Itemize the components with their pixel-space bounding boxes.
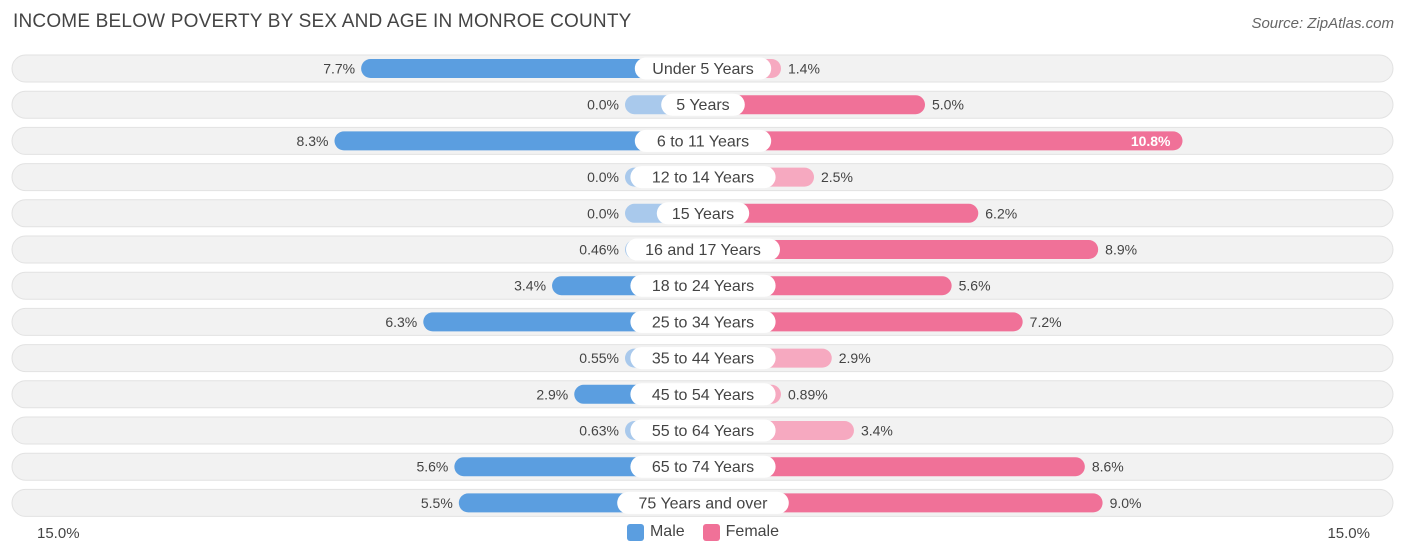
female-value-label: 9.0% [1110, 495, 1142, 511]
female-bar [703, 95, 925, 115]
category-label: 6 to 11 Years [657, 133, 749, 150]
category-pill [630, 383, 776, 406]
legend-item-male: Male [626, 523, 685, 541]
male-value-label: 5.6% [416, 459, 448, 475]
male-value-label: 3.4% [514, 278, 546, 294]
category-label: 45 to 54 Years [652, 387, 754, 404]
female-value-label: 0.89% [788, 386, 828, 402]
female-value-label: 5.0% [932, 97, 964, 113]
female-value-label: 5.6% [959, 278, 991, 294]
female-value-label: 8.9% [1105, 242, 1137, 258]
male-value-label: 0.55% [579, 350, 619, 366]
male-value-label: 6.3% [385, 314, 417, 330]
category-label: 35 to 44 Years [652, 351, 754, 368]
chart-title: INCOME BELOW POVERTY BY SEX AND AGE IN M… [13, 11, 632, 32]
category-label: 25 to 34 Years [652, 314, 754, 331]
male-value-label: 0.0% [587, 205, 619, 221]
category-label: 55 to 64 Years [652, 423, 754, 440]
female-value-label: 3.4% [861, 423, 893, 439]
category-pill [634, 129, 772, 152]
female-bar [703, 240, 1099, 259]
category-pill [630, 419, 776, 442]
male-value-label: 5.5% [421, 495, 453, 511]
category-pill [630, 455, 776, 478]
male-value-label: 0.0% [587, 97, 619, 113]
category-pill [630, 166, 776, 189]
axis-max-label: 15.0% [1327, 525, 1370, 542]
male-value-label: 2.9% [536, 386, 568, 402]
category-label: Under 5 Years [652, 61, 753, 78]
category-label: 12 to 14 Years [652, 170, 754, 187]
diverging-bar-chart: Under 5 Years 7.7% 1.4% 5 Years 0.0% 5.0% 6 to… [11, 54, 1394, 517]
female-bar [703, 203, 979, 223]
legend: Male Female [0, 523, 1406, 541]
legend-item-female: Female [702, 523, 780, 541]
male-value-label: 8.3% [297, 133, 329, 149]
category-pill [630, 274, 776, 297]
female-value-label: 2.9% [839, 350, 871, 366]
category-label: 16 and 17 Years [645, 242, 761, 259]
female-bar [703, 312, 1023, 332]
male-value-label: 0.0% [587, 169, 619, 185]
category-pill [630, 347, 776, 370]
female-value-label: 6.2% [985, 205, 1017, 221]
female-value-label: 2.5% [821, 169, 853, 185]
category-label: 15 Years [672, 206, 734, 223]
male-swatch [626, 523, 644, 541]
category-pill [656, 202, 750, 225]
female-value-label: 10.8% [1131, 133, 1171, 149]
male-value-label: 0.46% [579, 242, 619, 258]
source-label: Source: ZipAtlas.com [1251, 15, 1394, 32]
category-pill [634, 57, 772, 80]
category-label: 5 Years [676, 97, 729, 114]
legend-label-female: Female [725, 523, 780, 540]
male-value-label: 0.63% [579, 423, 619, 439]
male-bar [334, 131, 703, 151]
female-value-label: 8.6% [1092, 459, 1124, 475]
male-value-label: 7.7% [323, 61, 355, 77]
category-pill [630, 310, 776, 333]
female-value-label: 7.2% [1030, 314, 1062, 330]
female-bar [703, 457, 1085, 477]
category-label: 75 Years and over [639, 495, 769, 512]
category-label: 65 to 74 Years [652, 459, 754, 476]
female-bar [703, 493, 1103, 513]
female-bar [703, 131, 1183, 151]
female-swatch [702, 523, 720, 541]
category-label: 18 to 24 Years [652, 278, 754, 295]
legend-label-male: Male [649, 523, 685, 540]
category-pill [617, 491, 789, 514]
axis-min-label: 15.0% [37, 525, 80, 542]
male-bar [361, 59, 703, 78]
female-value-label: 1.4% [788, 61, 820, 77]
category-pill [661, 93, 745, 116]
category-pill [626, 238, 780, 261]
